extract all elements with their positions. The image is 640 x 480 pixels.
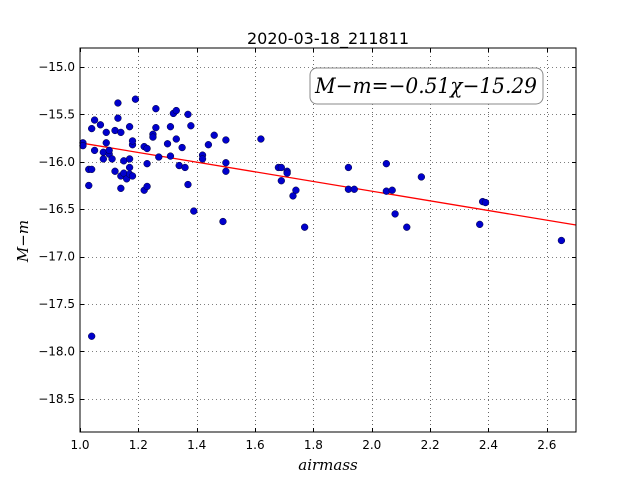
data-point <box>190 207 198 215</box>
data-point <box>292 186 300 194</box>
data-point <box>222 167 230 175</box>
y-tick-label: −15.0 <box>38 60 75 74</box>
y-tick-label: −17.5 <box>38 297 75 311</box>
data-point <box>149 133 157 141</box>
data-point <box>117 128 125 137</box>
data-point <box>79 142 87 150</box>
data-point <box>125 155 134 163</box>
plot-frame <box>79 47 577 433</box>
y-tick-label: −16.5 <box>38 202 75 216</box>
data-point <box>172 106 180 115</box>
data-point <box>114 114 122 122</box>
data-point <box>143 182 151 191</box>
data-point <box>96 121 105 129</box>
data-point <box>476 220 484 229</box>
y-axis-tick-labels: −15.0 −15.5 −16.0 −16.5 −17.0 −17.5 −18.0 −18.5 <box>38 60 75 406</box>
data-point <box>283 169 291 177</box>
x-axis-label: airmass <box>298 456 358 474</box>
data-point <box>125 123 134 131</box>
data-point <box>277 177 285 185</box>
annotation-box <box>309 67 544 105</box>
x-tick-label: 1.4 <box>187 438 206 452</box>
x-axis-tick-labels: 1.0 1.2 1.4 1.6 1.8 2.0 2.2 2.4 2.6 <box>70 438 556 452</box>
data-point <box>481 198 490 207</box>
data-point <box>128 172 137 180</box>
data-point <box>90 116 99 124</box>
data-points <box>79 95 566 340</box>
data-point <box>184 110 192 119</box>
data-point <box>222 159 230 167</box>
y-tick-label: −18.0 <box>38 344 75 358</box>
data-point <box>117 184 125 192</box>
data-point <box>277 163 285 172</box>
data-point <box>85 181 93 190</box>
data-point <box>184 180 192 189</box>
x-tick-label: 1.8 <box>304 438 323 452</box>
data-point <box>204 141 213 149</box>
data-point <box>222 136 230 144</box>
data-point <box>108 155 116 163</box>
data-point <box>155 153 163 161</box>
data-point <box>210 131 218 139</box>
y-axis-label: M−m <box>14 220 32 263</box>
data-point <box>382 160 391 168</box>
data-point <box>152 105 160 113</box>
x-tick-label: 1.6 <box>246 438 265 452</box>
axis-ticks <box>80 48 576 432</box>
data-point <box>219 217 227 226</box>
data-point <box>90 146 99 155</box>
data-point <box>301 223 309 231</box>
data-point <box>198 155 207 163</box>
data-point <box>125 163 134 172</box>
data-point <box>350 185 358 193</box>
data-point <box>187 122 195 130</box>
data-point <box>181 163 189 172</box>
data-point <box>88 165 96 174</box>
data-point <box>403 223 411 231</box>
data-point <box>178 143 186 152</box>
data-point <box>143 144 151 153</box>
y-tick-label: −15.5 <box>38 107 75 121</box>
data-point <box>105 146 113 155</box>
data-point <box>289 192 297 200</box>
data-point <box>172 135 180 143</box>
data-point <box>143 160 151 168</box>
annotation-text: M−m=−0.51χ−15.29 <box>314 74 537 98</box>
data-point <box>111 167 119 175</box>
x-tick-label: 2.0 <box>362 438 381 452</box>
y-tick-label: −18.5 <box>38 392 75 406</box>
data-point <box>102 139 110 147</box>
x-tick-label: 2.6 <box>537 438 556 452</box>
data-point <box>391 210 399 218</box>
data-point <box>557 236 566 245</box>
data-point <box>99 155 107 163</box>
data-point <box>102 128 110 137</box>
x-tick-label: 2.4 <box>479 438 498 452</box>
data-point <box>163 140 172 148</box>
data-point <box>166 152 175 160</box>
y-tick-label: −17.0 <box>38 250 75 264</box>
data-point <box>131 95 140 103</box>
data-point <box>388 186 396 194</box>
fit-annotation: M−m=−0.51χ−15.29 <box>309 67 544 105</box>
data-point <box>166 123 175 131</box>
data-point <box>88 124 96 133</box>
data-point <box>128 137 137 145</box>
chart-title: 2020-03-18_211811 <box>247 29 409 49</box>
data-point <box>88 332 96 340</box>
data-point <box>344 163 353 172</box>
x-tick-label: 2.2 <box>421 438 440 452</box>
data-point <box>257 135 265 143</box>
data-point <box>114 99 122 107</box>
data-point <box>152 123 160 132</box>
y-tick-label: −16.0 <box>38 155 75 169</box>
x-tick-label: 1.2 <box>129 438 148 452</box>
fit-line <box>79 142 577 226</box>
data-point <box>417 173 426 181</box>
fit-layer <box>79 142 577 226</box>
x-tick-label: 1.0 <box>70 438 89 452</box>
